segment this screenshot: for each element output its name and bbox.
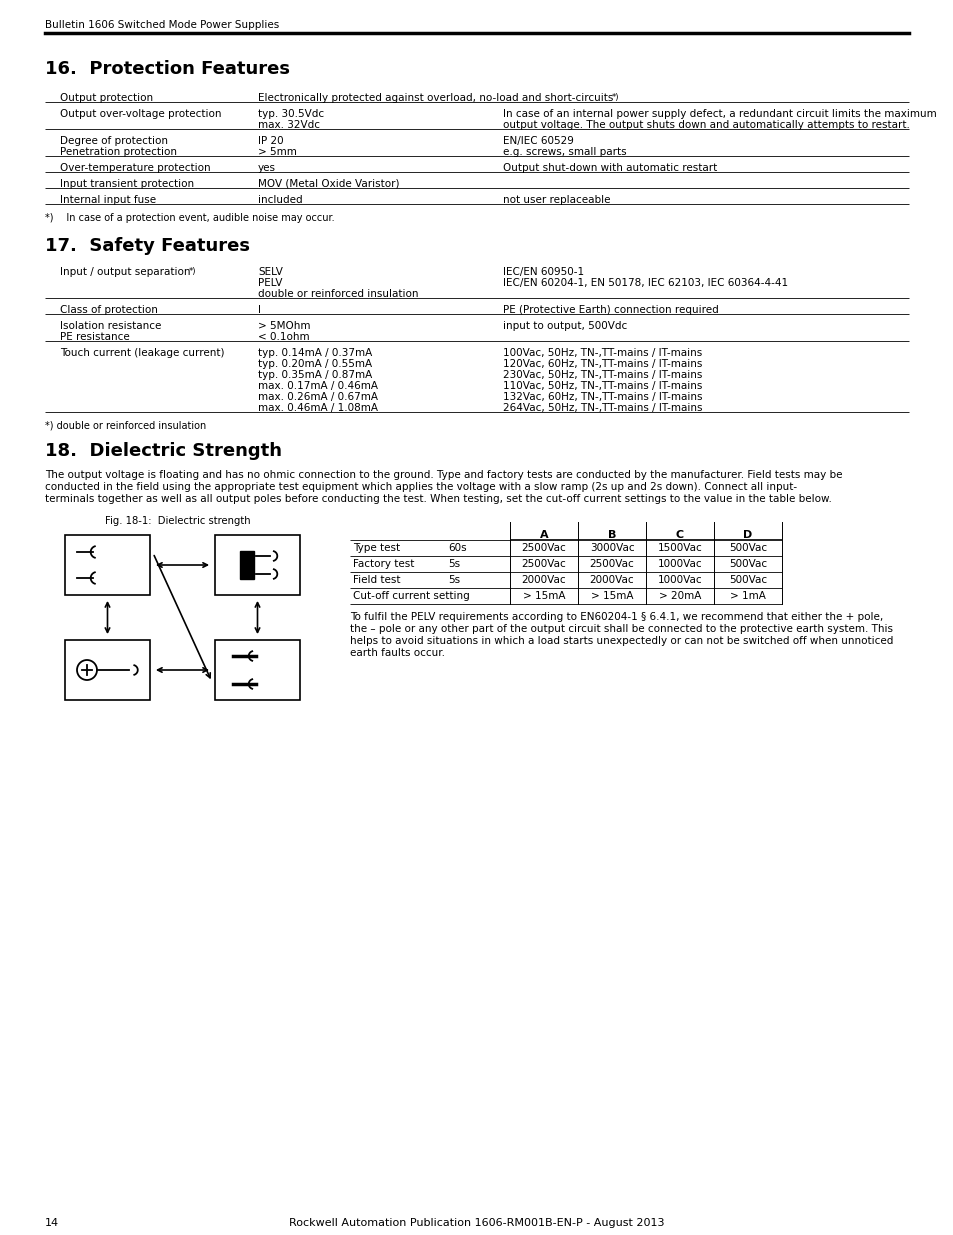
- Text: double or reinforced insulation: double or reinforced insulation: [257, 289, 418, 299]
- Text: 110Vac, 50Hz, TN-,TT-mains / IT-mains: 110Vac, 50Hz, TN-,TT-mains / IT-mains: [502, 382, 701, 391]
- Text: max. 0.17mA / 0.46mA: max. 0.17mA / 0.46mA: [257, 382, 377, 391]
- Text: 18.  Dielectric Strength: 18. Dielectric Strength: [45, 442, 282, 459]
- Text: > 5MOhm: > 5MOhm: [257, 321, 310, 331]
- Text: IEC/EN 60950-1: IEC/EN 60950-1: [502, 267, 583, 277]
- Text: 1500Vac: 1500Vac: [657, 543, 701, 553]
- Text: Electronically protected against overload, no-load and short-circuits: Electronically protected against overloa…: [257, 93, 613, 103]
- Text: 120Vac, 60Hz, TN-,TT-mains / IT-mains: 120Vac, 60Hz, TN-,TT-mains / IT-mains: [502, 359, 701, 369]
- Text: max. 0.26mA / 0.67mA: max. 0.26mA / 0.67mA: [257, 391, 377, 403]
- Text: 500Vac: 500Vac: [728, 559, 766, 569]
- Text: 3000Vac: 3000Vac: [589, 543, 634, 553]
- Text: Class of protection: Class of protection: [60, 305, 157, 315]
- Text: 5s: 5s: [448, 559, 459, 569]
- Text: Output protection: Output protection: [60, 93, 153, 103]
- Text: 264Vac, 50Hz, TN-,TT-mains / IT-mains: 264Vac, 50Hz, TN-,TT-mains / IT-mains: [502, 403, 701, 412]
- Text: Field test: Field test: [353, 576, 400, 585]
- Text: Type test: Type test: [353, 543, 399, 553]
- Text: Output shut-down with automatic restart: Output shut-down with automatic restart: [502, 163, 717, 173]
- Text: > 15mA: > 15mA: [522, 592, 565, 601]
- Text: Penetration protection: Penetration protection: [60, 147, 177, 157]
- Text: 14: 14: [45, 1218, 59, 1228]
- Text: 230Vac, 50Hz, TN-,TT-mains / IT-mains: 230Vac, 50Hz, TN-,TT-mains / IT-mains: [502, 370, 701, 380]
- Text: the – pole or any other part of the output circuit shall be connected to the pro: the – pole or any other part of the outp…: [350, 624, 892, 634]
- Text: max. 0.46mA / 1.08mA: max. 0.46mA / 1.08mA: [257, 403, 377, 412]
- Text: helps to avoid situations in which a load starts unexpectedly or can not be swit: helps to avoid situations in which a loa…: [350, 636, 892, 646]
- Text: 2000Vac: 2000Vac: [589, 576, 634, 585]
- Text: conducted in the field using the appropriate test equipment which applies the vo: conducted in the field using the appropr…: [45, 482, 797, 492]
- Text: 2000Vac: 2000Vac: [521, 576, 566, 585]
- Text: Internal input fuse: Internal input fuse: [60, 195, 156, 205]
- Text: 16.  Protection Features: 16. Protection Features: [45, 61, 290, 78]
- Bar: [65, 535, 150, 595]
- Text: terminals together as well as all output poles before conducting the test. When : terminals together as well as all output…: [45, 494, 831, 504]
- Text: included: included: [257, 195, 302, 205]
- Text: Fig. 18-1:  Dielectric strength: Fig. 18-1: Dielectric strength: [105, 516, 251, 526]
- Bar: [214, 535, 299, 595]
- Text: typ. 0.35mA / 0.87mA: typ. 0.35mA / 0.87mA: [257, 370, 372, 380]
- Text: B: B: [607, 530, 616, 540]
- Text: input to output, 500Vdc: input to output, 500Vdc: [502, 321, 626, 331]
- Text: IP 20: IP 20: [257, 136, 283, 146]
- Text: Input transient protection: Input transient protection: [60, 179, 193, 189]
- Text: e.g. screws, small parts: e.g. screws, small parts: [502, 147, 626, 157]
- Text: 500Vac: 500Vac: [728, 576, 766, 585]
- Text: Isolation resistance: Isolation resistance: [60, 321, 161, 331]
- Text: D: D: [742, 530, 752, 540]
- Text: 500Vac: 500Vac: [728, 543, 766, 553]
- Text: Over-temperature protection: Over-temperature protection: [60, 163, 211, 173]
- Text: Bulletin 1606 Switched Mode Power Supplies: Bulletin 1606 Switched Mode Power Suppli…: [45, 20, 279, 30]
- Text: < 0.1ohm: < 0.1ohm: [257, 332, 310, 342]
- Text: Degree of protection: Degree of protection: [60, 136, 168, 146]
- Text: 1000Vac: 1000Vac: [657, 559, 701, 569]
- Text: Factory test: Factory test: [353, 559, 414, 569]
- Text: Rockwell Automation Publication 1606-RM001B-EN-P - August 2013: Rockwell Automation Publication 1606-RM0…: [289, 1218, 664, 1228]
- Text: yes: yes: [257, 163, 275, 173]
- Text: 2500Vac: 2500Vac: [521, 559, 566, 569]
- Text: earth faults occur.: earth faults occur.: [350, 648, 444, 658]
- Text: The output voltage is floating and has no ohmic connection to the ground. Type a: The output voltage is floating and has n…: [45, 471, 841, 480]
- Text: 5s: 5s: [448, 576, 459, 585]
- Text: A: A: [539, 530, 548, 540]
- Text: > 20mA: > 20mA: [659, 592, 700, 601]
- Text: To fulfil the PELV requirements according to EN60204-1 § 6.4.1, we recommend tha: To fulfil the PELV requirements accordin…: [350, 613, 882, 622]
- Text: In case of an internal power supply defect, a redundant circuit limits the maxim: In case of an internal power supply defe…: [502, 109, 936, 119]
- Text: *)  In case of a protection event, audible noise may occur.: *) In case of a protection event, audibl…: [45, 212, 335, 224]
- Text: C: C: [676, 530, 683, 540]
- Text: PE (Protective Earth) connection required: PE (Protective Earth) connection require…: [502, 305, 718, 315]
- Text: *): *): [189, 267, 196, 275]
- Text: PE resistance: PE resistance: [60, 332, 130, 342]
- Text: *): *): [612, 93, 618, 103]
- Text: typ. 0.14mA / 0.37mA: typ. 0.14mA / 0.37mA: [257, 348, 372, 358]
- Text: 100Vac, 50Hz, TN-,TT-mains / IT-mains: 100Vac, 50Hz, TN-,TT-mains / IT-mains: [502, 348, 701, 358]
- Text: 60s: 60s: [448, 543, 466, 553]
- Text: EN/IEC 60529: EN/IEC 60529: [502, 136, 574, 146]
- Text: *) double or reinforced insulation: *) double or reinforced insulation: [45, 420, 206, 430]
- Text: SELV: SELV: [257, 267, 283, 277]
- Text: 2500Vac: 2500Vac: [589, 559, 634, 569]
- Text: PELV: PELV: [257, 278, 282, 288]
- Bar: [240, 551, 254, 579]
- Text: max. 32Vdc: max. 32Vdc: [257, 120, 319, 130]
- Text: 132Vac, 60Hz, TN-,TT-mains / IT-mains: 132Vac, 60Hz, TN-,TT-mains / IT-mains: [502, 391, 701, 403]
- Text: Input / output separation: Input / output separation: [60, 267, 191, 277]
- Text: I: I: [257, 305, 261, 315]
- Text: > 1mA: > 1mA: [729, 592, 765, 601]
- Text: typ. 0.20mA / 0.55mA: typ. 0.20mA / 0.55mA: [257, 359, 372, 369]
- Text: typ. 30.5Vdc: typ. 30.5Vdc: [257, 109, 324, 119]
- Bar: [65, 640, 150, 700]
- Bar: [214, 640, 299, 700]
- Text: 17.  Safety Features: 17. Safety Features: [45, 237, 250, 254]
- Text: IEC/EN 60204-1, EN 50178, IEC 62103, IEC 60364-4-41: IEC/EN 60204-1, EN 50178, IEC 62103, IEC…: [502, 278, 787, 288]
- Text: > 15mA: > 15mA: [590, 592, 633, 601]
- Text: 2500Vac: 2500Vac: [521, 543, 566, 553]
- Text: Cut-off current setting: Cut-off current setting: [353, 592, 469, 601]
- Text: output voltage. The output shuts down and automatically attempts to restart.: output voltage. The output shuts down an…: [502, 120, 909, 130]
- Text: 1000Vac: 1000Vac: [657, 576, 701, 585]
- Text: > 5mm: > 5mm: [257, 147, 296, 157]
- Text: Output over-voltage protection: Output over-voltage protection: [60, 109, 221, 119]
- Text: MOV (Metal Oxide Varistor): MOV (Metal Oxide Varistor): [257, 179, 399, 189]
- Text: not user replaceable: not user replaceable: [502, 195, 610, 205]
- Text: Touch current (leakage current): Touch current (leakage current): [60, 348, 224, 358]
